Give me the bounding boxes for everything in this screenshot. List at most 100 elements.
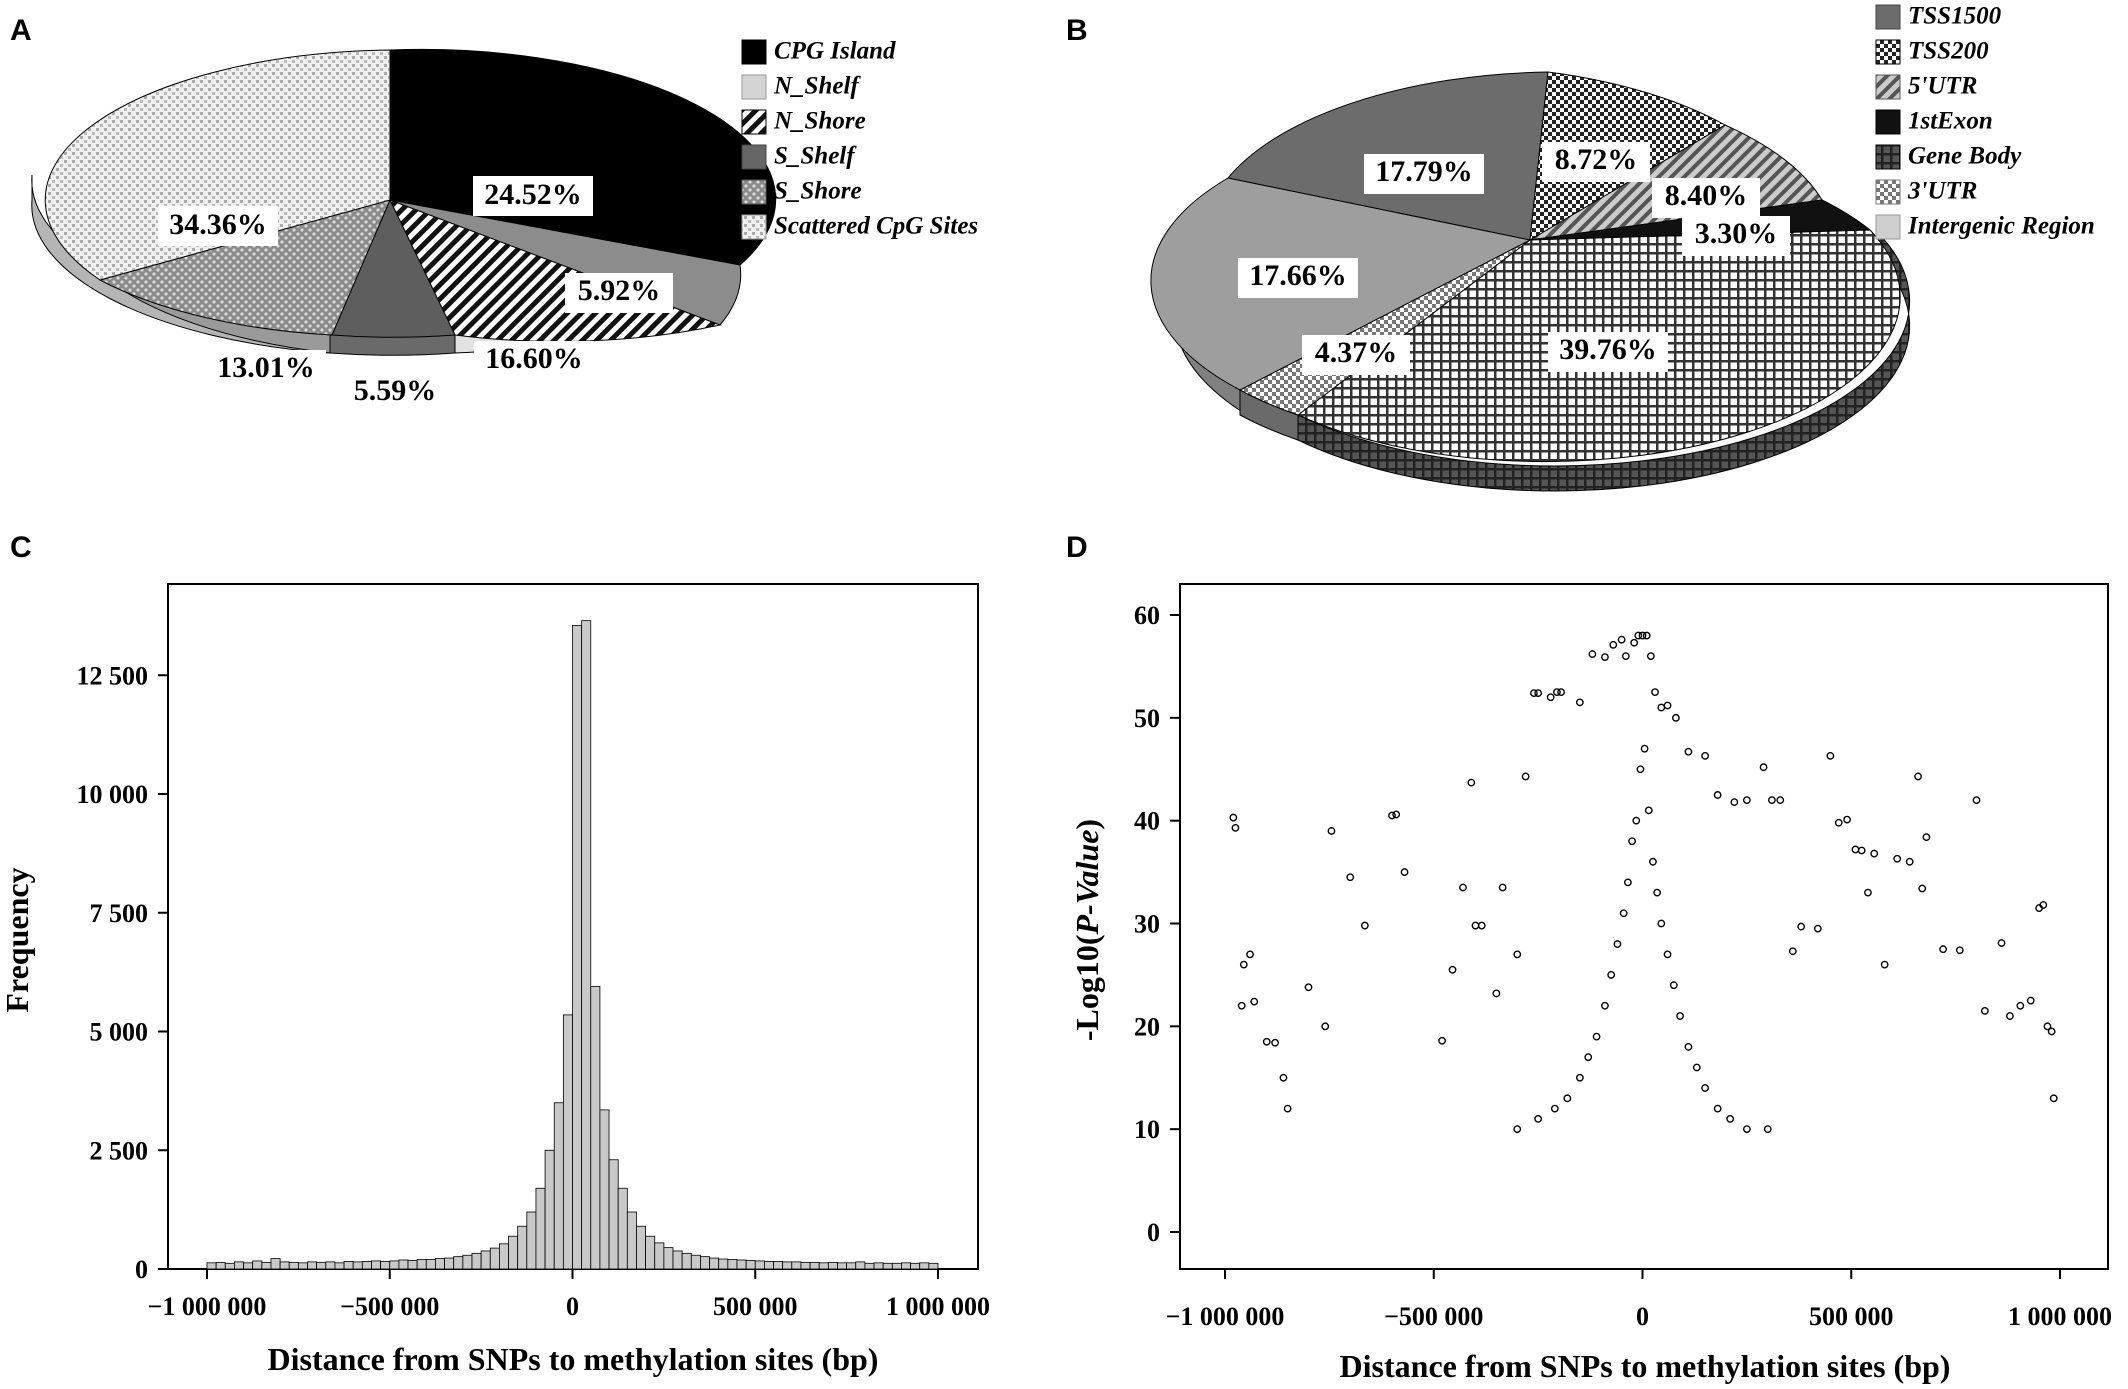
histogram-bar xyxy=(297,1262,308,1270)
histogram-c-x-ticks: −1 000 000 −500 000 0 500 000 1 000 000 xyxy=(148,1269,990,1321)
histogram-bar xyxy=(270,1258,281,1270)
scatter-point xyxy=(1471,921,1480,930)
histogram-bar xyxy=(343,1261,354,1270)
histogram-bar xyxy=(617,1187,628,1270)
pie-b-label-tss200: 8.72% xyxy=(1555,143,1638,176)
histogram-bar xyxy=(718,1258,729,1270)
histogram-bar xyxy=(873,1262,884,1270)
scatter-point xyxy=(1584,1053,1593,1062)
scatter-point xyxy=(1644,806,1653,815)
histogram-bar xyxy=(809,1261,820,1270)
scatter-point xyxy=(1701,751,1710,760)
pie-a-label-n-shore: 16.60% xyxy=(485,342,583,375)
scatter-point xyxy=(1870,849,1879,858)
legend-b-item-3: 1stExon xyxy=(1908,108,1993,135)
histogram-c: −1 000 000 −500 000 0 500 000 1 000 000 0 2 5… xyxy=(0,583,990,1377)
y-tick-label: 5 000 xyxy=(90,1018,149,1047)
scatter-point xyxy=(2043,1022,2052,1031)
histogram-bar xyxy=(882,1262,893,1270)
histogram-bar xyxy=(864,1262,875,1270)
scatter-point xyxy=(1730,798,1739,807)
scatter-point xyxy=(1676,1012,1684,1020)
pie-b-labels: 17.79% 8.72% 8.40% 3.30% 39.76% 4.37% 17… xyxy=(1238,142,1790,375)
histogram-bar xyxy=(425,1259,436,1270)
histogram-bar xyxy=(754,1260,765,1270)
scatter-point xyxy=(1623,878,1632,887)
pie-a-slice-s-shore xyxy=(98,199,391,336)
scatter-point xyxy=(1327,827,1336,835)
scatter-point xyxy=(1304,983,1313,992)
scatter-point xyxy=(1684,1043,1693,1051)
scatter-point xyxy=(2026,996,2035,1005)
histogram-bar xyxy=(782,1261,793,1270)
scatter-point xyxy=(1813,924,1822,933)
panel-letter-a: A xyxy=(10,14,32,47)
scatter-point xyxy=(1239,960,1248,969)
scatter-point xyxy=(1592,1032,1601,1041)
histogram-bar xyxy=(608,1159,619,1270)
scatter-point xyxy=(1939,945,1948,954)
legend-b-swatch-1 xyxy=(1875,39,1901,65)
legend-a-swatch-4 xyxy=(741,179,767,205)
legend-b-swatch-0 xyxy=(1875,4,1901,30)
y-tick-label: 10 xyxy=(1134,1115,1160,1144)
legend-a-swatch-1 xyxy=(741,74,767,100)
histogram-bar xyxy=(654,1242,665,1270)
y-tick-label: 2 500 xyxy=(90,1136,149,1165)
scatter-point xyxy=(1657,703,1666,712)
scatter-point xyxy=(1271,1038,1280,1047)
histogram-bar xyxy=(489,1247,500,1270)
scatter-point xyxy=(1231,823,1240,832)
scatter-d-y-axis-italic: P-Value xyxy=(1069,830,1105,936)
scatter-d: −1 000 000 −500 000 0 500 000 1 000 000 0 10 2… xyxy=(1069,583,2112,1384)
scatter-point xyxy=(1283,1104,1292,1113)
scatter-point xyxy=(1672,713,1680,722)
scatter-point xyxy=(1530,689,1538,698)
pie-a-label-s-shelf: 5.59% xyxy=(354,374,437,407)
legend-b-item-4: Gene Body xyxy=(1908,143,2022,170)
scatter-point xyxy=(1563,1094,1572,1103)
scatter-d-points xyxy=(1229,631,2058,1134)
x-tick-label: 500 000 xyxy=(1809,1302,1894,1331)
histogram-bar xyxy=(224,1262,235,1270)
scatter-d-y-axis-title: -Log10(P-Value) xyxy=(1069,819,1105,1041)
scatter-point xyxy=(1726,1114,1735,1123)
scatter-point xyxy=(1459,883,1467,892)
scatter-point xyxy=(1237,1001,1246,1010)
scatter-point xyxy=(2049,1094,2058,1103)
scatter-point xyxy=(1546,693,1555,702)
scatter-d-y-axis-prefix: -Log10( xyxy=(1069,934,1105,1041)
scatter-point xyxy=(1905,857,1914,866)
histogram-bar xyxy=(234,1261,244,1270)
scatter-point xyxy=(1513,950,1522,959)
histogram-c-bars xyxy=(206,620,939,1270)
y-tick-label: 50 xyxy=(1134,704,1160,733)
scatter-point xyxy=(1742,1125,1751,1134)
histogram-bar xyxy=(380,1261,391,1270)
scatter-point xyxy=(1609,640,1618,649)
scatter-point xyxy=(1553,688,1561,697)
histogram-bar xyxy=(361,1261,372,1270)
scatter-point xyxy=(1250,997,1259,1006)
histogram-bar xyxy=(526,1211,537,1270)
histogram-bar xyxy=(837,1262,848,1270)
scatter-point xyxy=(1229,813,1238,822)
histogram-bar xyxy=(535,1187,546,1270)
scatter-point xyxy=(1646,652,1655,661)
scatter-point xyxy=(1388,811,1396,820)
histogram-bar xyxy=(334,1262,345,1270)
scatter-point xyxy=(1663,950,1672,959)
histogram-bar xyxy=(416,1259,427,1270)
histogram-bar xyxy=(307,1261,318,1270)
scatter-point xyxy=(1321,1022,1330,1031)
scatter-point xyxy=(1653,888,1662,897)
scatter-point xyxy=(1550,1104,1559,1113)
legend-a-swatch-3 xyxy=(741,144,767,170)
histogram-bar xyxy=(818,1262,829,1270)
scatter-point xyxy=(1893,854,1902,863)
scatter-point xyxy=(1997,939,2006,947)
histogram-bar xyxy=(471,1252,482,1270)
histogram-bar xyxy=(462,1254,473,1270)
y-tick-label: 30 xyxy=(1134,910,1160,939)
